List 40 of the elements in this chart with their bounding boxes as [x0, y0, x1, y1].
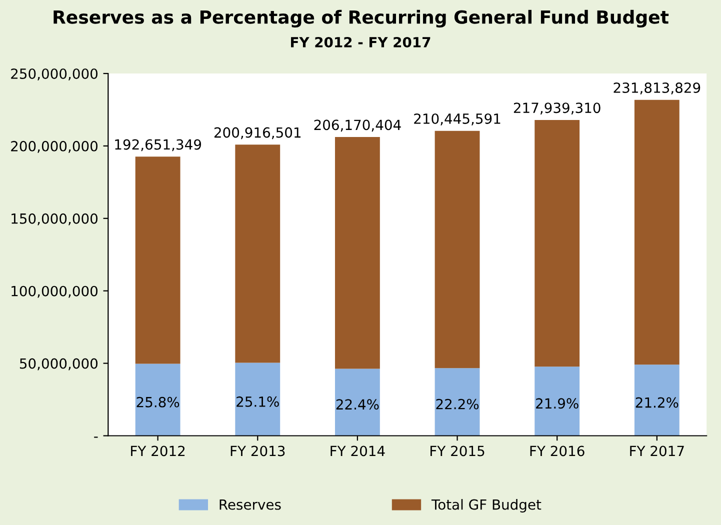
chart-subtitle: FY 2012 - FY 2017	[291, 36, 430, 48]
total-label: 231,813,829	[614, 82, 700, 94]
bar	[634, 100, 680, 365]
annotation: 22.4%	[336, 399, 379, 410]
total-label: 192,651,349	[115, 139, 202, 152]
bar	[334, 137, 380, 369]
annotation: 21.2%	[636, 397, 678, 408]
x-tick-label: FY 2016	[530, 446, 584, 456]
total-label: 200,916,501	[214, 127, 301, 140]
chart-title: Reserves as a Percentage of Recurring General Fund Budget	[54, 10, 669, 28]
x-tick-label: FY 2017	[630, 446, 684, 456]
y-tick-label: -	[94, 436, 98, 438]
bar	[534, 120, 580, 367]
annotation: 25.8%	[136, 396, 180, 408]
y-tick-label: 50,000,000	[20, 358, 98, 370]
annotation: 21.9%	[536, 398, 578, 409]
bar	[434, 368, 480, 436]
y-tick-label: 100,000,000	[12, 286, 98, 298]
y-tick-label: 250,000,000	[11, 68, 98, 80]
bar	[235, 144, 280, 363]
annotation: 25.1%	[236, 396, 279, 407]
bar	[434, 130, 480, 368]
legend-label: Total GF Budget	[431, 499, 542, 512]
x-tick-label: FY 2012	[131, 446, 185, 456]
total-label: 217,939,310	[514, 102, 600, 115]
annotation: 22.2%	[436, 398, 479, 410]
y-tick-label: 150,000,000	[12, 213, 98, 226]
bar	[235, 362, 280, 436]
x-tick-label: FY 2014	[330, 446, 385, 456]
bar	[634, 364, 680, 436]
bar	[334, 368, 380, 436]
total-label: 210,445,591	[414, 113, 500, 126]
bar	[135, 156, 180, 364]
bar	[135, 364, 180, 436]
x-tick-label: FY 2015	[430, 446, 484, 456]
y-tick-label: 200,000,000	[11, 140, 98, 153]
total-label: 206,170,404	[314, 120, 401, 132]
x-tick-label: FY 2013	[230, 446, 285, 456]
bar	[534, 366, 580, 436]
legend-label: Reserves	[220, 499, 281, 510]
